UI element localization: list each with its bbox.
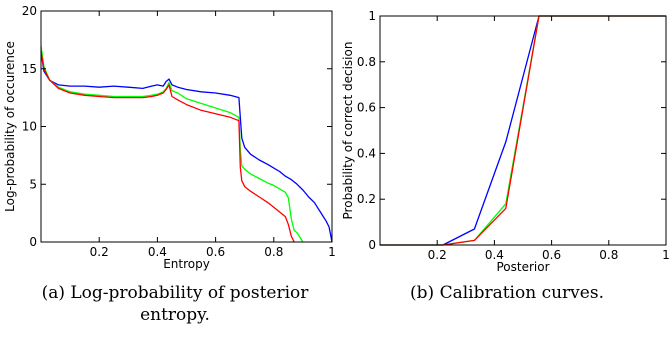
entropy-log-probability-chart: 0.2 0.4 0.6 0.8 105101520EntropyLog-probabil… [3,4,336,271]
x-tick-label: 0.4 [485,248,504,262]
series-line-blue [380,15,666,246]
y-tick-label: 20 [22,4,37,18]
y-tick-label: 0.2 [357,192,376,206]
y-tick-label: 0 [29,235,37,249]
x-tick-label: 0.8 [599,248,618,262]
x-tick-label: 0.2 [428,248,447,262]
x-axis-label: Entropy [163,257,210,271]
y-tick-label: 10 [22,120,37,134]
x-tick-label: 1 [662,248,669,262]
x-tick-label: 0.6 [206,245,225,259]
series-line-red [40,51,295,243]
calibration-curves-chart: 0.2 0.4 0.6 0.8 1 0 0.2 0.4 0.6 0.8 1 Posterior Prob… [341,9,669,274]
x-tick-label: 0.2 [90,245,109,259]
x-tick-label: 1 [328,245,336,259]
series-line-green [380,15,666,246]
caption-b: (b) Calibration curves. [410,283,604,303]
x-tick-label: 0.6 [542,248,561,262]
plot-frame [40,10,333,243]
x-axis-label: Posterior [496,260,549,274]
series-line-red [380,15,666,246]
y-tick-label: 0.6 [357,101,376,115]
y-tick-label: 0.8 [357,55,376,69]
plot-frame [379,15,667,246]
x-tick-label: 0.8 [264,245,283,259]
y-axis-label: Probability of correct decision [341,42,355,220]
y-tick-label: 15 [22,62,37,76]
y-axis-label: Log-probability of occurence [3,41,17,212]
series-line-green [40,45,304,243]
y-tick-label: 0.4 [357,146,376,160]
caption-a: (a) Log-probability of posterior entropy… [41,283,309,325]
y-tick-label: 0 [368,238,376,252]
series-line-blue [40,51,333,243]
y-tick-label: 5 [29,177,37,191]
y-tick-label: 1 [368,9,376,23]
x-tick-label: 0.4 [148,245,167,259]
